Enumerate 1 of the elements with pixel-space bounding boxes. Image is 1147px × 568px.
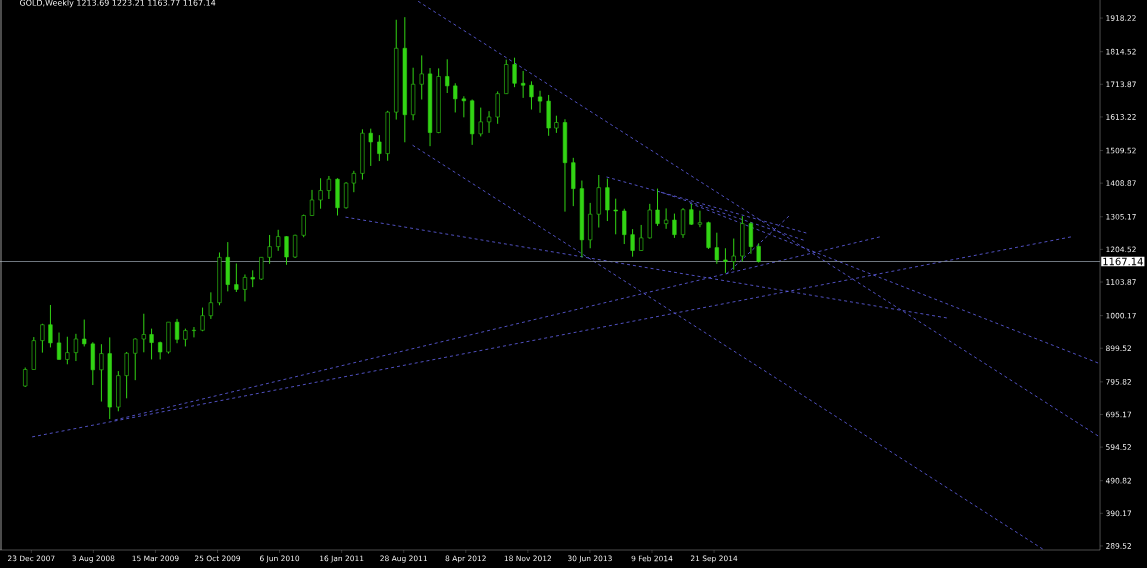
ref-line-label: 1167.14 <box>1103 257 1143 266</box>
